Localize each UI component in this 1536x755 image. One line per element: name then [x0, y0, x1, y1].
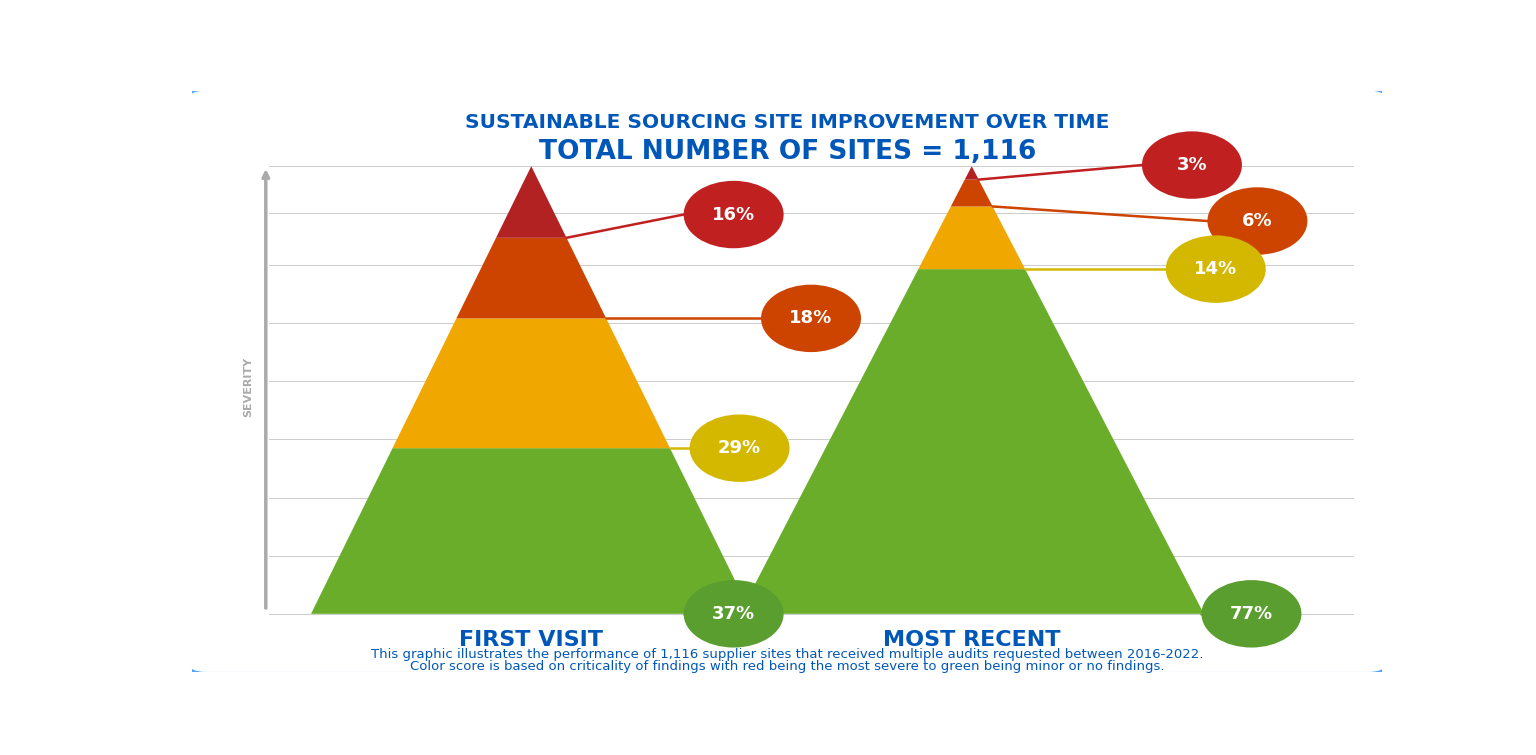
Ellipse shape — [1207, 187, 1307, 254]
Polygon shape — [965, 166, 978, 180]
Text: 14%: 14% — [1193, 260, 1238, 278]
Ellipse shape — [684, 181, 783, 248]
Text: 29%: 29% — [717, 439, 762, 458]
FancyBboxPatch shape — [189, 89, 1385, 673]
Polygon shape — [951, 180, 992, 206]
Ellipse shape — [760, 285, 862, 352]
Text: FIRST VISIT: FIRST VISIT — [459, 630, 604, 650]
Ellipse shape — [1201, 580, 1301, 648]
Text: MOST RECENT: MOST RECENT — [883, 630, 1060, 650]
Text: 6%: 6% — [1243, 212, 1273, 230]
Polygon shape — [393, 319, 670, 448]
Ellipse shape — [1141, 131, 1243, 199]
Text: 16%: 16% — [713, 205, 756, 223]
Text: This graphic illustrates the performance of 1,116 supplier sites that received m: This graphic illustrates the performance… — [372, 648, 1203, 661]
Polygon shape — [919, 206, 1025, 269]
Text: 18%: 18% — [790, 310, 833, 328]
Text: 77%: 77% — [1230, 605, 1273, 623]
Polygon shape — [456, 238, 607, 319]
Ellipse shape — [1166, 236, 1266, 303]
Ellipse shape — [684, 580, 783, 648]
Text: SEVERITY: SEVERITY — [243, 357, 253, 418]
Polygon shape — [310, 448, 751, 614]
Text: SUSTAINABLE SOURCING SITE IMPROVEMENT OVER TIME: SUSTAINABLE SOURCING SITE IMPROVEMENT OV… — [465, 113, 1109, 132]
Text: Color score is based on criticality of findings with red being the most severe t: Color score is based on criticality of f… — [410, 660, 1164, 673]
Polygon shape — [496, 166, 567, 238]
Ellipse shape — [690, 414, 790, 482]
Polygon shape — [740, 269, 1204, 614]
Text: TOTAL NUMBER OF SITES = 1,116: TOTAL NUMBER OF SITES = 1,116 — [539, 139, 1035, 165]
Text: 37%: 37% — [713, 605, 756, 623]
Text: 3%: 3% — [1177, 156, 1207, 174]
